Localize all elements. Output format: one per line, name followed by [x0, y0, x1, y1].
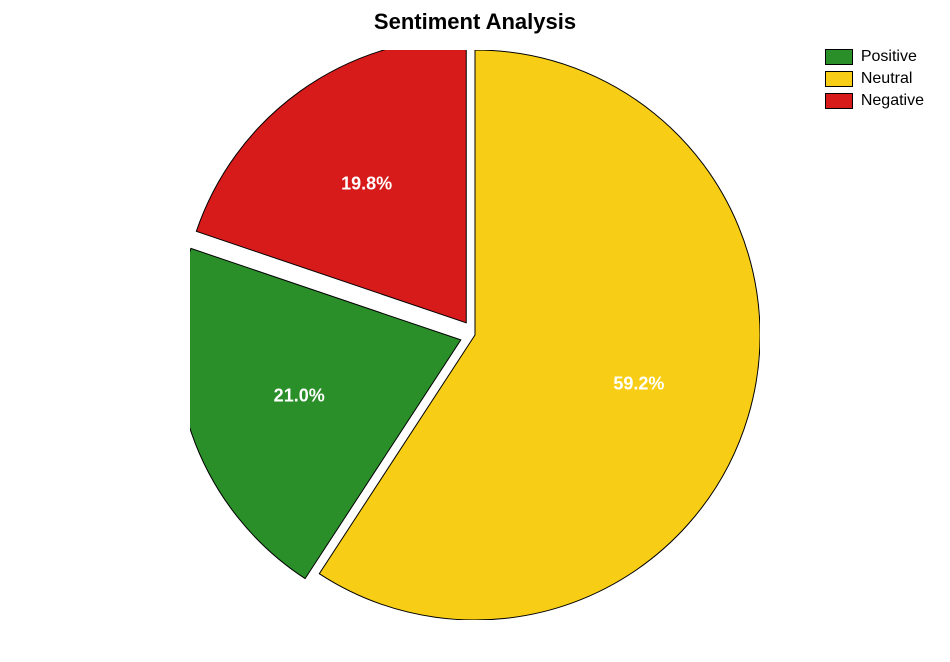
chart-title: Sentiment Analysis — [0, 9, 950, 35]
slice-label-neutral: 59.2% — [613, 373, 664, 394]
legend-swatch — [825, 71, 853, 87]
legend-label: Negative — [861, 92, 924, 110]
pie-chart: 19.8% 21.0% 59.2% — [190, 50, 760, 620]
legend-item-positive: Positive — [825, 48, 924, 66]
slice-label-positive: 21.0% — [274, 385, 325, 406]
legend-swatch — [825, 49, 853, 65]
legend-item-negative: Negative — [825, 92, 924, 110]
legend-label: Neutral — [861, 70, 913, 88]
chart-legend: Positive Neutral Negative — [825, 48, 924, 114]
legend-label: Positive — [861, 48, 917, 66]
legend-swatch — [825, 93, 853, 109]
slice-label-negative: 19.8% — [341, 173, 392, 194]
legend-item-neutral: Neutral — [825, 70, 924, 88]
